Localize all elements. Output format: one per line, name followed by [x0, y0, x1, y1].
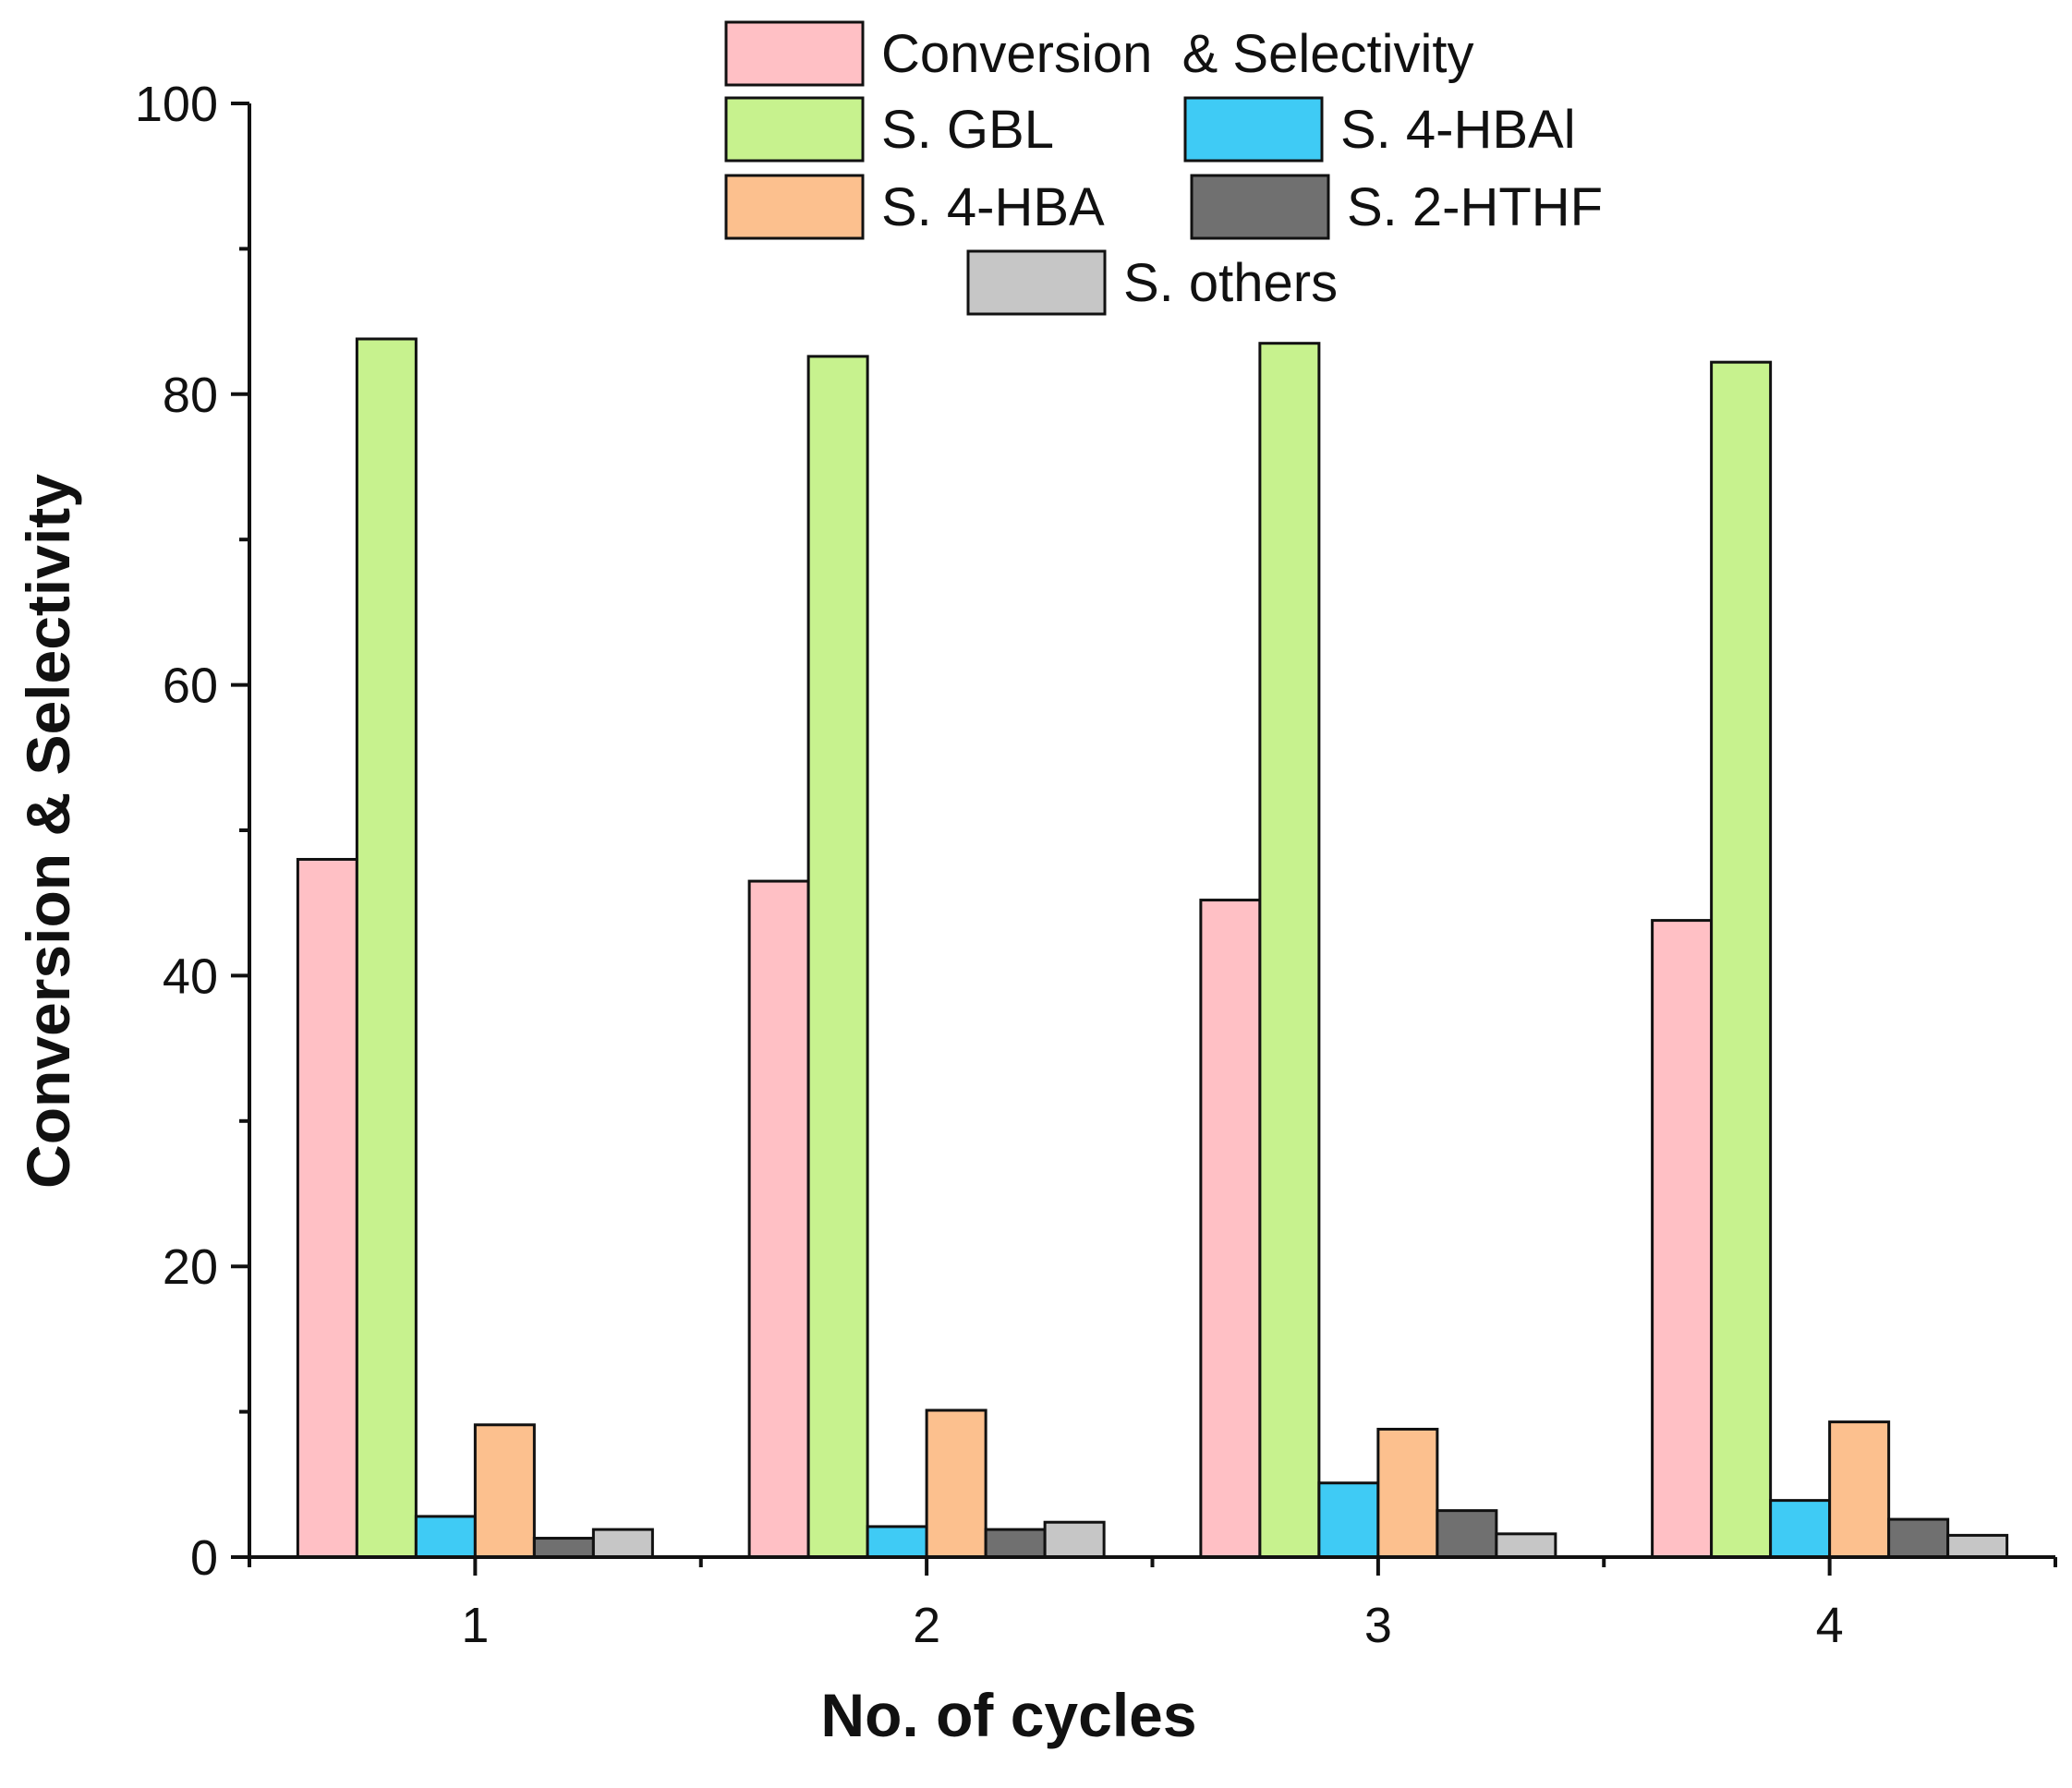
bar-s-gbl-cycle-1 — [355, 337, 418, 1559]
x-axis-title: No. of cycles — [820, 1681, 1196, 1749]
legend-swatch-s-2-hthf — [1190, 174, 1330, 240]
bar-s-4-hba-cycle-4 — [1828, 1420, 1891, 1559]
bar-s-others-cycle-3 — [1495, 1532, 1557, 1559]
bar-s-4-hba-cycle-2 — [925, 1408, 988, 1559]
bar-s-4-hbal-cycle-3 — [1317, 1481, 1380, 1559]
axes-layer: 0 20 40 60 80 100 1 2 3 4 — [135, 77, 2057, 1653]
legend-label-s-gbl: S. GBL — [881, 100, 1054, 160]
bar-s-others-cycle-2 — [1043, 1520, 1106, 1559]
bar-s-others-cycle-1 — [591, 1528, 654, 1559]
bar-s-4-hba-cycle-1 — [473, 1423, 536, 1559]
bar-s-4-hba-cycle-3 — [1376, 1427, 1439, 1559]
y-tick-label-0: 0 — [190, 1530, 218, 1586]
bar-s-others-cycle-4 — [1946, 1533, 2009, 1559]
legend-label-s-2-hthf: S. 2-HTHF — [1347, 177, 1603, 237]
legend-swatch-conversion-selectivity — [724, 20, 865, 87]
legend-label-s-4-hbal: S. 4-HBAl — [1340, 100, 1576, 160]
legend: Conversion & Selectivity S. GBL S. 4-HBAl S… — [724, 20, 1603, 316]
x-tick-label-1: 1 — [461, 1598, 489, 1653]
legend-swatch-s-4-hba — [724, 174, 865, 240]
bar-conversion-selectivity-cycle-3 — [1199, 899, 1262, 1559]
bar-s-gbl-cycle-2 — [806, 355, 869, 1559]
bar-s-gbl-cycle-4 — [1710, 360, 1773, 1559]
legend-label-s-others: S. others — [1123, 253, 1338, 313]
legend-swatch-s-gbl — [724, 96, 865, 163]
y-tick-label-100: 100 — [135, 77, 218, 132]
y-tick-label-20: 20 — [163, 1239, 218, 1295]
bar-conversion-selectivity-cycle-4 — [1651, 919, 1714, 1559]
bar-s-4-hbal-cycle-2 — [866, 1525, 928, 1559]
x-tick-label-2: 2 — [913, 1598, 940, 1653]
bar-s-2-hthf-cycle-4 — [1887, 1517, 1950, 1559]
legend-swatch-s-4-hbal — [1183, 96, 1324, 163]
bar-conversion-selectivity-cycle-2 — [747, 879, 810, 1559]
y-tick-label-60: 60 — [163, 658, 218, 714]
x-tick-label-4: 4 — [1816, 1598, 1844, 1653]
y-axis-title: Conversion & Selectivity — [14, 474, 82, 1189]
y-tick-label-80: 80 — [163, 368, 218, 423]
x-tick-label-3: 3 — [1364, 1598, 1392, 1653]
legend-label-conversion-selectivity: Conversion & Selectivity — [881, 24, 1473, 84]
bar-s-4-hbal-cycle-4 — [1769, 1499, 1832, 1559]
bar-s-gbl-cycle-3 — [1258, 342, 1321, 1559]
legend-label-s-4-hba: S. 4-HBA — [881, 177, 1105, 237]
bar-s-2-hthf-cycle-3 — [1436, 1509, 1498, 1559]
bar-s-2-hthf-cycle-1 — [532, 1537, 595, 1559]
bar-s-4-hbal-cycle-1 — [414, 1515, 477, 1559]
bar-conversion-selectivity-cycle-1 — [296, 857, 358, 1559]
bars-layer — [296, 337, 2009, 1559]
bar-s-2-hthf-cycle-2 — [984, 1528, 1047, 1559]
y-tick-label-40: 40 — [163, 948, 218, 1004]
legend-swatch-s-others — [966, 249, 1107, 316]
